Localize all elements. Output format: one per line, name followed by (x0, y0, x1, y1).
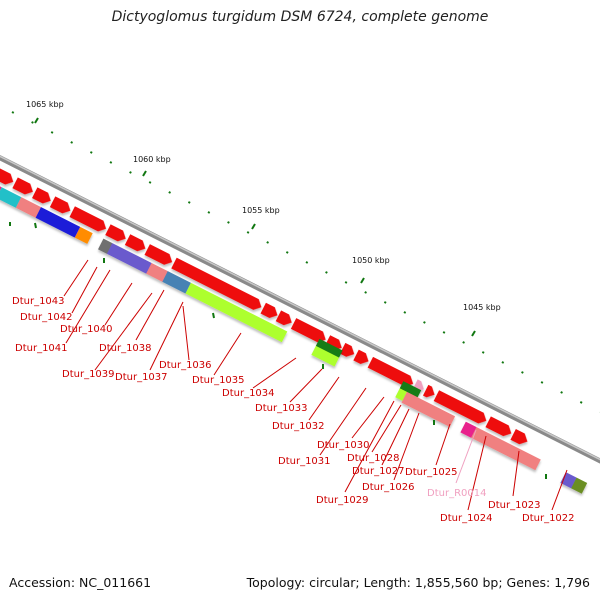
gene-arrow[interactable] (367, 356, 416, 389)
gene-arrow[interactable] (144, 244, 174, 267)
gene-arrow[interactable] (0, 161, 16, 187)
category-bar (0, 187, 22, 208)
gene-arrow[interactable] (290, 318, 329, 345)
gene-arrow[interactable] (275, 310, 295, 327)
backbone-track (0, 145, 600, 476)
gene-label[interactable]: Dtur_1041 (15, 343, 68, 354)
genome-title: Dictyoglomus turgidum DSM 6724, complete… (111, 9, 489, 25)
gene-arrow[interactable] (339, 342, 357, 360)
gene-arrow[interactable] (49, 196, 73, 216)
category-bar (395, 388, 407, 401)
category-bar (106, 243, 152, 274)
leader-lines (63, 259, 568, 511)
gene-label[interactable]: Dtur_1043 (12, 296, 65, 307)
gene-label[interactable]: Dtur_1025 (405, 467, 458, 478)
gene-label[interactable]: Dtur_1039 (62, 369, 115, 380)
category-bar (471, 427, 541, 471)
leader-line-rna (455, 429, 477, 484)
category-bar (146, 262, 168, 282)
gene-label[interactable]: Dtur_1040 (60, 324, 113, 335)
gene-label[interactable]: Dtur_1028 (347, 453, 400, 464)
gene-label[interactable]: Dtur_1023 (488, 500, 541, 511)
gene-label[interactable]: Dtur_1042 (20, 312, 73, 323)
gene-arrow[interactable] (260, 302, 281, 321)
gene-label[interactable]: Dtur_1035 (192, 375, 245, 386)
gene-arrow[interactable] (422, 384, 437, 400)
gene-arrow[interactable] (171, 257, 264, 313)
category-bar (401, 391, 456, 427)
gene-arrow[interactable] (12, 177, 35, 197)
category-bar (74, 226, 93, 244)
category-bar (311, 345, 340, 367)
kbp-label-1050: 1050 kbp (352, 256, 390, 265)
gene-label[interactable]: Dtur_1031 (278, 456, 331, 467)
kbp-label-1055: 1055 kbp (242, 206, 280, 215)
gene-arrow[interactable] (105, 224, 128, 244)
gene-label[interactable]: Dtur_1026 (362, 482, 415, 493)
track-ticks (9, 222, 547, 479)
kbp-ticks (34, 117, 476, 337)
gene-label[interactable]: Dtur_1032 (272, 421, 325, 432)
category-bar (15, 197, 41, 218)
category-bar (315, 338, 343, 358)
kbp-label-1065: 1065 kbp (26, 100, 64, 109)
category-bar (571, 477, 588, 494)
gene-arrow[interactable] (510, 429, 530, 447)
accession-text: Accession: NC_011661 (9, 575, 152, 590)
gene-label[interactable]: Dtur_1038 (99, 343, 152, 354)
gene-label[interactable]: Dtur_1033 (255, 403, 308, 414)
gene-arrow[interactable] (32, 187, 53, 206)
gene-label[interactable]: Dtur_1034 (222, 388, 275, 399)
category-bar (399, 381, 422, 398)
gene-label[interactable]: Dtur_R0014 (427, 488, 486, 499)
gene-label[interactable]: Dtur_1029 (316, 495, 369, 506)
gene-label[interactable]: Dtur_1022 (522, 513, 575, 524)
genome-map: 1065 kbp 1060 kbp 1055 kbp 1050 kbp 1045… (0, 100, 600, 524)
gene-arrow[interactable] (124, 234, 148, 254)
gene-label[interactable]: Dtur_1024 (440, 513, 493, 524)
category-bar (185, 282, 288, 343)
category-bar (460, 421, 477, 438)
scale-dots (11, 111, 600, 413)
gene-label[interactable]: Dtur_1030 (317, 440, 370, 451)
gene-arrow[interactable] (433, 390, 489, 426)
category-bar (98, 238, 113, 254)
kbp-label-1045: 1045 kbp (463, 303, 501, 312)
category-bar (162, 271, 191, 294)
gene-label[interactable]: Dtur_1037 (115, 372, 168, 383)
genome-summary-text: Topology: circular; Length: 1,855,560 bp… (246, 575, 590, 590)
kbp-label-1060: 1060 kbp (133, 155, 171, 164)
gene-label[interactable]: Dtur_1036 (159, 360, 212, 371)
gene-arrow[interactable] (353, 349, 371, 367)
category-bar (35, 207, 81, 238)
gene-arrow[interactable] (485, 416, 514, 438)
gene-label[interactable]: Dtur_1027 (352, 466, 405, 477)
gene-arrow[interactable] (69, 206, 109, 234)
